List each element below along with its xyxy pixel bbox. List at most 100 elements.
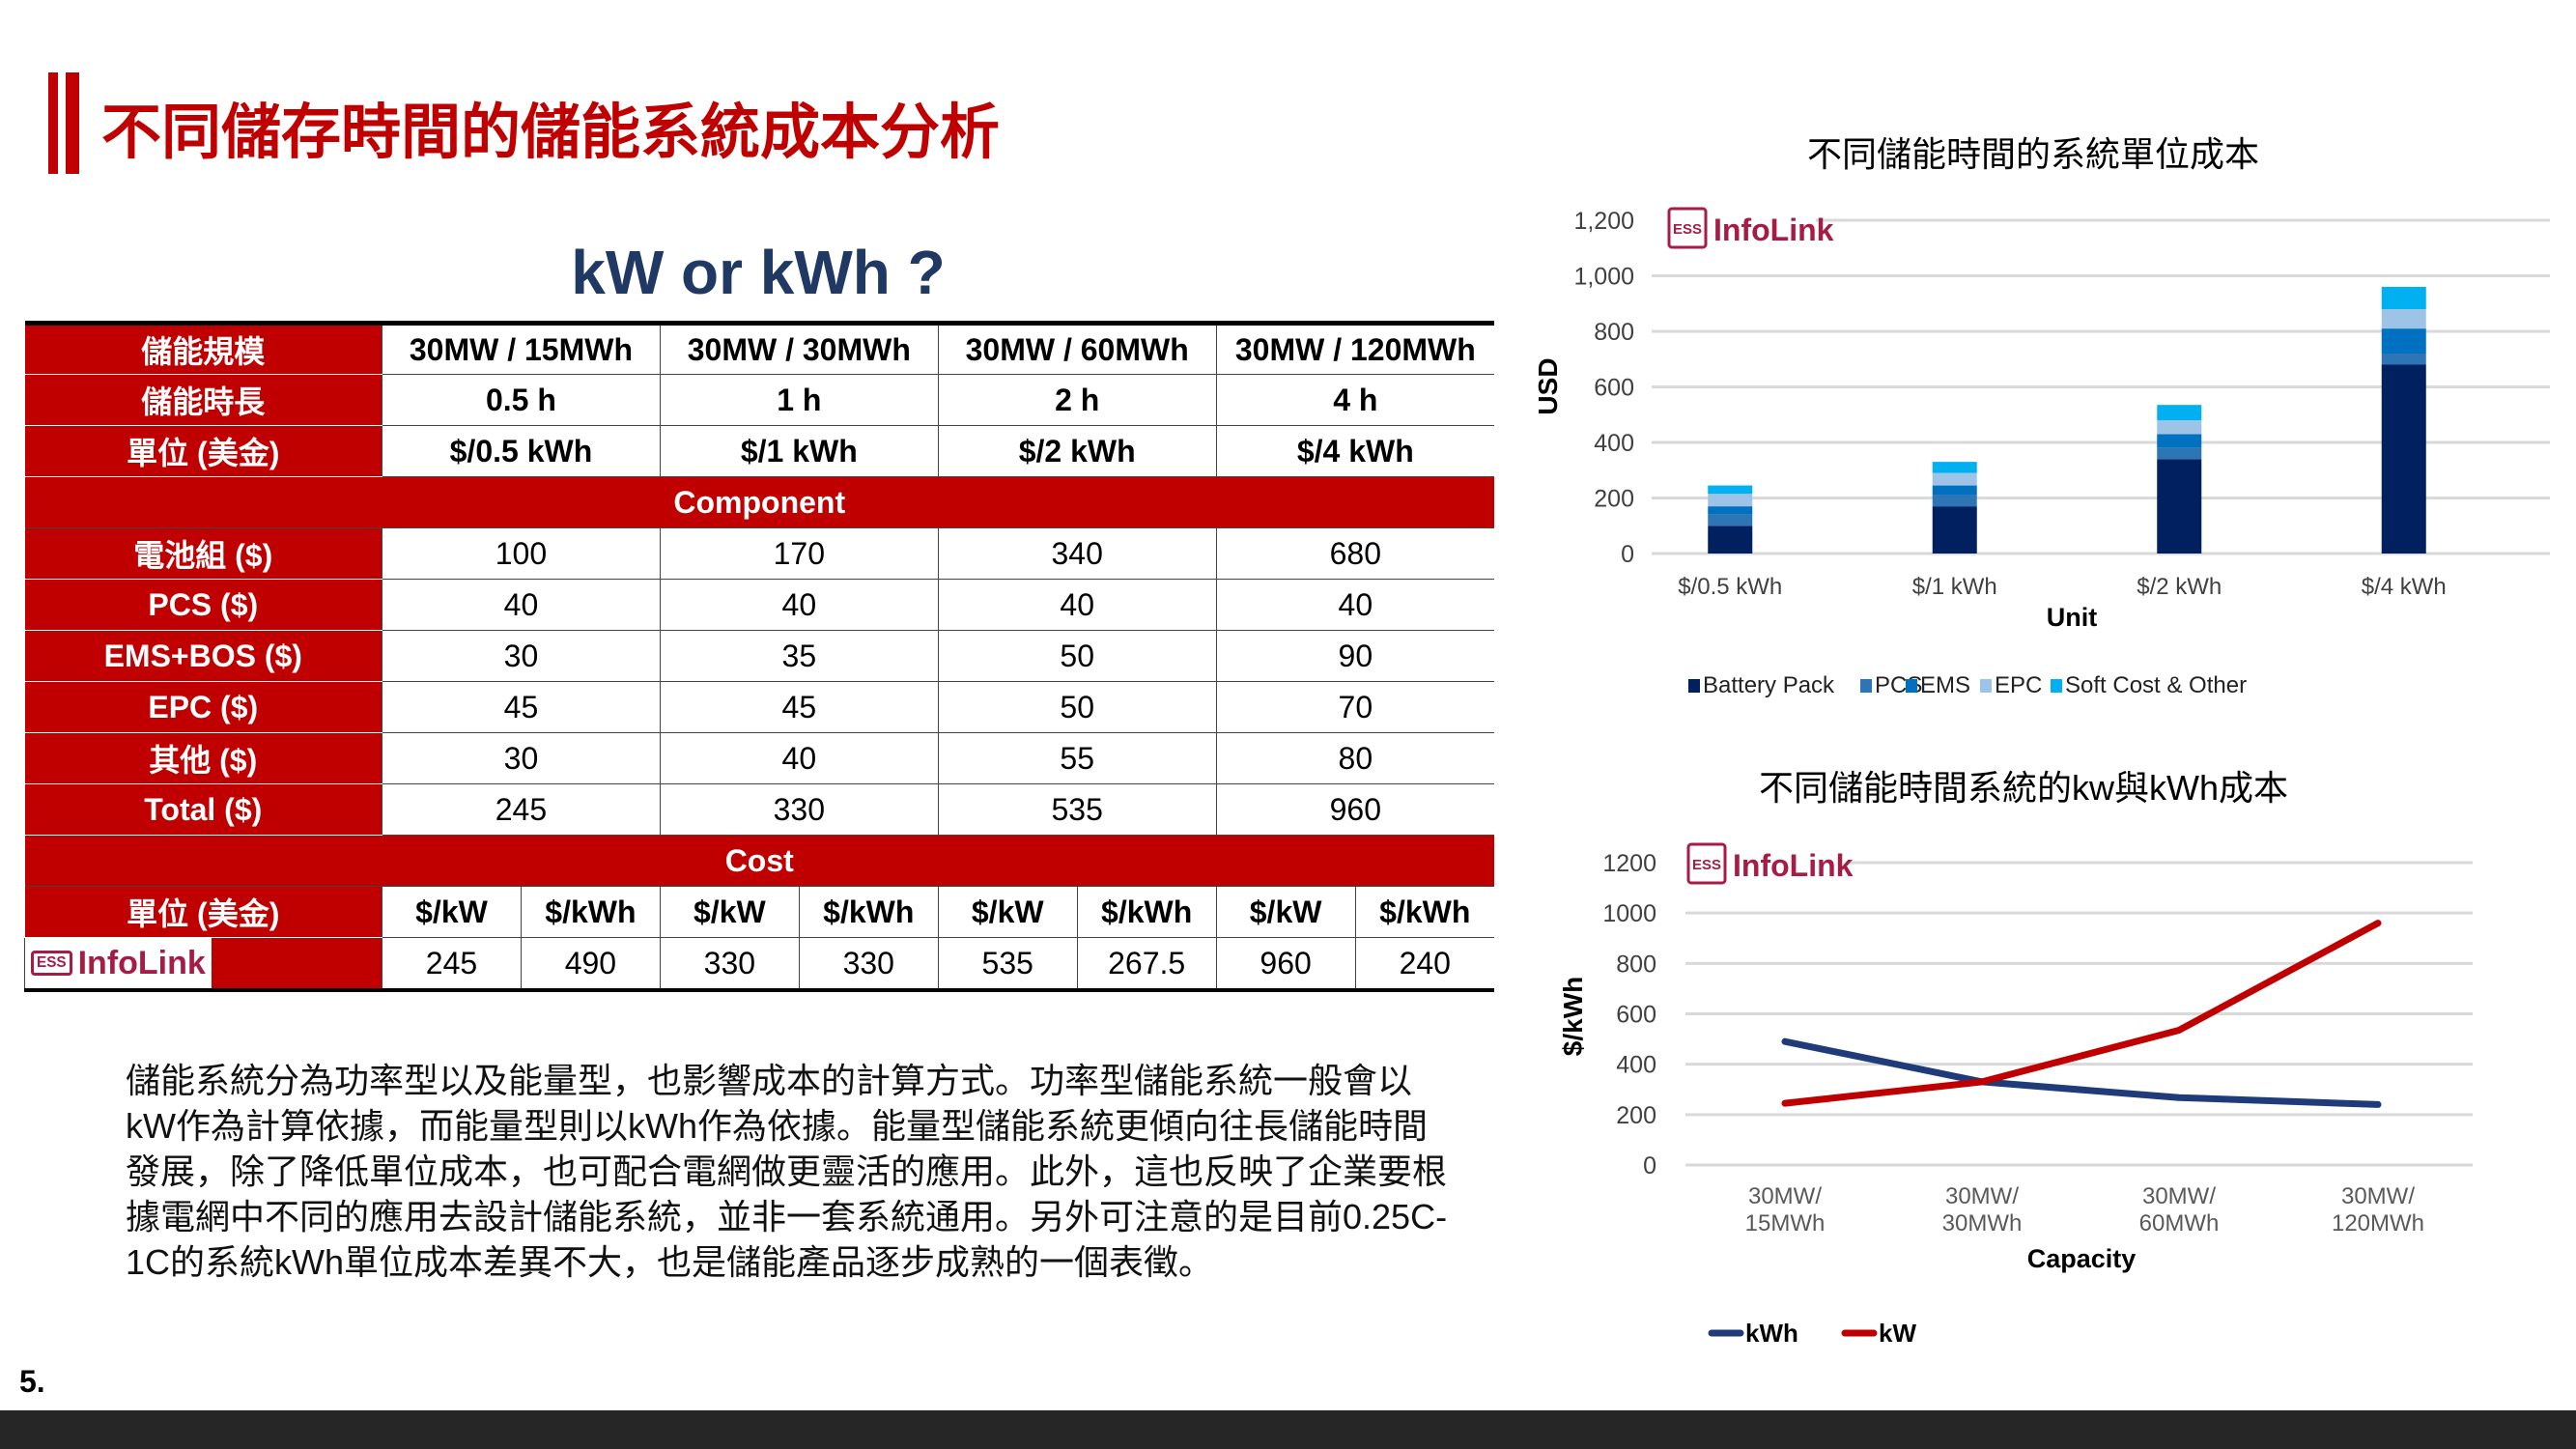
chart-title: 不同儲能時間系統的kw與kWh成本	[1759, 768, 2288, 808]
row-header: EPC ($)	[24, 681, 382, 733]
table-row: 單位 (美金) $/kW $/kWh $/kW $/kWh $/kW $/kWh $/kW $/…	[24, 886, 1494, 938]
ess-logo-icon	[1667, 207, 1708, 249]
bar-segment-battery-pack	[1708, 526, 1753, 554]
table-cell: 45	[382, 681, 661, 733]
bar-segment-pcs	[1708, 514, 1753, 526]
bar-segment-epc	[1932, 472, 1977, 486]
table-cell: 50	[937, 630, 1217, 682]
row-header: 其他 ($)	[24, 732, 382, 784]
row-header: 單位 (美金)	[24, 425, 382, 477]
title-accent-bar	[48, 72, 58, 174]
x-tick-label: 15MWh	[1745, 1210, 1826, 1236]
y-tick-label: 800	[1616, 951, 1656, 978]
x-axis-label: Capacity	[2027, 1244, 2137, 1273]
title-accent-bar	[66, 72, 79, 174]
table-cell: 960	[1215, 783, 1494, 836]
bar-segment-battery-pack	[1932, 506, 1977, 554]
y-tick-label: 400	[1594, 430, 1634, 457]
y-tick-label: 400	[1616, 1052, 1656, 1079]
table-cell: $/kW	[1215, 886, 1356, 938]
bar-segment-soft-cost-other	[2381, 287, 2426, 309]
footer-bar	[0, 1410, 2576, 1449]
x-tick-label: 30MW/	[2142, 1183, 2216, 1209]
table-cell: 40	[1215, 579, 1494, 631]
table-cell: $/kW	[937, 886, 1078, 938]
ess-badge: ESS	[1673, 221, 1702, 238]
table-cell: 80	[1215, 732, 1494, 784]
table-cell: 267.5	[1076, 937, 1217, 991]
table-row: Total ($) 245 330 535 960	[24, 783, 1494, 836]
table-cell: 40	[382, 579, 661, 631]
row-header: 電池組 ($)	[24, 527, 382, 580]
row-header: Total ($)	[24, 783, 382, 836]
y-tick-label: 200	[1594, 486, 1634, 513]
y-tick-label: 0	[1621, 541, 1634, 568]
section-row: Component	[24, 476, 1494, 528]
chart-title: 不同儲能時間的系統單位成本	[1807, 134, 2259, 174]
bar-segment-soft-cost-other	[1932, 462, 1977, 473]
table-cell: 30MW / 120MWh	[1215, 323, 1494, 375]
legend-label: EPC	[1995, 672, 2042, 698]
table-row: 單位 (美金) $/0.5 kWh $/1 kWh $/2 kWh $/4 kWh	[24, 425, 1494, 477]
row-header: 儲能規模	[24, 323, 382, 375]
table-cell: 340	[937, 527, 1217, 580]
y-axis-label: USD	[1533, 357, 1563, 414]
x-tick-label: $/2 kWh	[2137, 574, 2222, 600]
y-tick-label: 200	[1616, 1102, 1656, 1129]
legend-label: EMS	[1920, 672, 1970, 698]
y-tick-label: 600	[1616, 1002, 1656, 1029]
table-cell: 30MW / 30MWh	[659, 323, 939, 375]
table-cell: $/0.5 kWh	[382, 425, 661, 477]
table-row: ESS InfoLink 245 490 330 330 535 267.5 960 240	[24, 937, 1494, 991]
table-cell: 245	[382, 937, 522, 991]
legend-swatch	[2051, 679, 2062, 693]
bar-segment-pcs	[2157, 447, 2202, 460]
table-cell: 4 h	[1215, 374, 1494, 426]
bar-segment-pcs	[2381, 354, 2426, 365]
bar-segment-ems	[2157, 434, 2202, 448]
line-chart: 不同儲能時間系統的kw與kWh成本 0 200 400 600 800 1000 1200 ES…	[1558, 768, 2473, 1348]
subtitle: kW or kWh ?	[571, 238, 946, 307]
table-cell: 330	[659, 937, 800, 991]
ess-badge: ESS	[1692, 857, 1721, 873]
table-cell: 535	[937, 783, 1217, 836]
bar-segment-epc	[2381, 309, 2426, 329]
description-paragraph: 儲能系統分為功率型以及能量型，也影響成本的計算方式。功率型儲能系統一般會以kW作…	[126, 1061, 1448, 1282]
bar-segment-pcs	[1932, 495, 1977, 507]
table-cell: 90	[1215, 630, 1494, 682]
section-header-cost: Cost	[24, 835, 1494, 887]
series-line-kw	[1781, 920, 2382, 1107]
table-cell: 30	[382, 732, 661, 784]
table-cell: $/kWh	[1076, 886, 1217, 938]
table-cell: 960	[1215, 937, 1356, 991]
bar-segment-battery-pack	[2157, 459, 2202, 554]
table-cell: 330	[659, 783, 939, 836]
table-cell: 240	[1354, 937, 1494, 991]
page-number: 5.	[19, 1364, 45, 1399]
x-tick-label: 120MWh	[2332, 1210, 2424, 1236]
table-cell: 680	[1215, 527, 1494, 580]
stacked-bar-chart: 不同儲能時間的系統單位成本 0 200 400 600 800 1,000 1,200 ESS I…	[1533, 134, 2550, 698]
table-cell: $/kW	[659, 886, 800, 938]
y-axis-label: $/kWh	[1558, 977, 1588, 1056]
table-cell: 30MW / 60MWh	[937, 323, 1217, 375]
legend-label: Soft Cost & Other	[2065, 672, 2247, 698]
table-cell: 40	[659, 579, 939, 631]
table-cell: $/4 kWh	[1215, 425, 1494, 477]
table-cell: $/kWh	[798, 886, 939, 938]
table-row: PCS ($) 40 40 40 40	[24, 579, 1494, 631]
x-tick-label: $/4 kWh	[2362, 574, 2447, 600]
y-tick-label: 0	[1643, 1152, 1656, 1179]
bar-segment-soft-cost-other	[2157, 405, 2202, 420]
table-cell: 535	[937, 937, 1078, 991]
table-cell: 40	[659, 732, 939, 784]
table-cell: 1 h	[659, 374, 939, 426]
y-tick-label: 1200	[1602, 850, 1656, 877]
x-axis-label: Unit	[2047, 603, 2097, 632]
row-header: 儲能時長	[24, 374, 382, 426]
section-row: Cost	[24, 835, 1494, 887]
table-cell: $/1 kWh	[659, 425, 939, 477]
y-tick-label: 1000	[1602, 900, 1656, 927]
x-tick-label: $/0.5 kWh	[1678, 574, 1782, 600]
